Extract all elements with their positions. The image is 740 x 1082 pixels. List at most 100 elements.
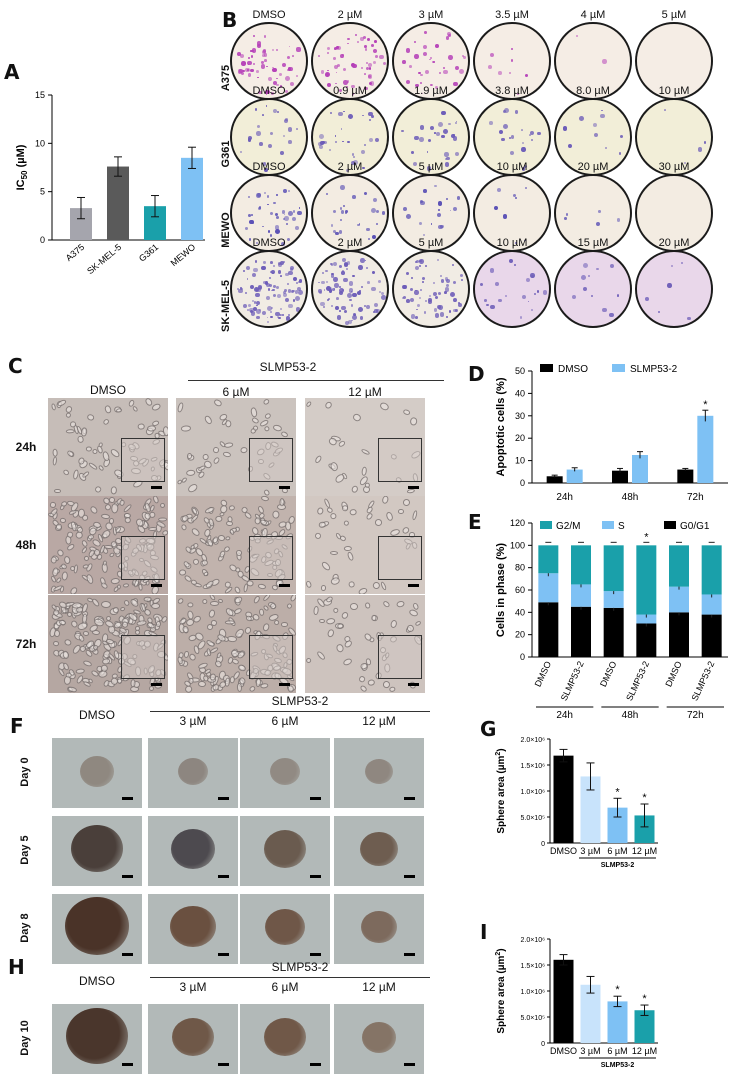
colony-dot — [493, 206, 499, 211]
scale-bar — [218, 875, 229, 878]
colony-dot — [318, 55, 321, 58]
column-label: 6 µM — [271, 980, 299, 994]
colony-dot — [364, 45, 368, 49]
colony-dot — [253, 301, 257, 304]
panel-letter-f: F — [10, 714, 24, 738]
colony-dot — [246, 278, 249, 280]
colony-dot — [510, 47, 513, 50]
colony-dot — [371, 207, 377, 213]
colony-dot — [421, 276, 425, 281]
colony-dot — [333, 277, 338, 283]
colony-dot — [445, 36, 450, 41]
colony-dot — [422, 51, 428, 57]
colony-dot — [576, 35, 579, 38]
colony-dot — [245, 67, 250, 73]
colony-dot — [429, 126, 434, 131]
colony-dot — [362, 114, 365, 117]
colony-dot — [290, 289, 295, 294]
colony-dot — [283, 290, 287, 294]
panel-b-colony-grid: A375 DMSO 2 µM 3 µM 3.5 µM 4 µM 5 µM G361 DMSO 0.… — [0, 0, 740, 345]
colony-dot — [254, 108, 258, 111]
y-tick-label: 40 — [515, 607, 525, 617]
colony-dot — [594, 132, 599, 138]
bar — [677, 469, 694, 483]
colony-dot — [253, 268, 258, 273]
colony-dot — [288, 139, 292, 144]
colony-dot — [374, 302, 379, 307]
colony-dot — [273, 81, 278, 86]
colony-dot — [334, 134, 337, 137]
colony-dot — [420, 73, 423, 77]
micrograph — [305, 595, 425, 693]
sphere-image — [52, 816, 142, 886]
colony-dot — [437, 305, 441, 310]
colony-dot — [402, 295, 406, 299]
colony-dish — [230, 250, 308, 328]
colony-dot — [330, 111, 332, 114]
colony-dot — [515, 242, 518, 245]
colony-dot — [697, 147, 703, 152]
colony-dot — [406, 272, 409, 275]
colony-dot — [287, 314, 290, 317]
colony-dot — [422, 281, 425, 284]
colony-dot — [298, 207, 301, 209]
colony-dot — [281, 62, 286, 67]
column-label: 6 µM — [222, 385, 250, 399]
colony-dot — [333, 209, 337, 214]
colony-dot — [328, 149, 332, 152]
concentration-label: 5 µM — [418, 237, 444, 249]
bar — [107, 166, 129, 240]
colony-dot — [444, 290, 448, 294]
colony-dot — [333, 64, 339, 69]
colony-dot — [531, 139, 534, 142]
colony-dot — [380, 294, 386, 300]
y-tick-label: 0 — [520, 652, 525, 662]
colony-dot — [333, 57, 336, 60]
colony-dot — [681, 261, 684, 265]
colony-dot — [444, 162, 449, 167]
colony-dot — [418, 71, 421, 75]
colony-dot — [409, 65, 413, 69]
colony-dot — [353, 156, 356, 159]
colony-dot — [318, 134, 324, 140]
colony-dot — [428, 297, 432, 302]
scale-bar — [404, 1063, 415, 1066]
colony-dot — [430, 223, 433, 226]
colony-dot — [320, 141, 324, 145]
concentration-label: 1.9 µM — [414, 85, 448, 97]
chart-d-apoptosis: 0 10 20 30 40 50 Apoptotic cells (%) DMSO SLMP53… — [495, 364, 728, 503]
colony-dot — [343, 204, 346, 207]
colony-dot — [444, 276, 449, 281]
colony-dot — [536, 290, 540, 294]
colony-dot — [494, 281, 499, 286]
row-label: 72h — [15, 637, 37, 651]
colony-dot — [287, 127, 293, 132]
colony-dot — [521, 147, 526, 152]
chart-e-cell-cycle: 0 20 40 60 80 100 120 Cells in phase (%) G2/M S G0… — [495, 518, 728, 720]
y-tick-label: 2.0×10⁶ — [521, 937, 546, 944]
colony-dot — [355, 34, 358, 37]
colony-dot — [257, 206, 262, 211]
colony-dot — [236, 288, 239, 291]
colony-dot — [375, 137, 380, 142]
colony-dot — [366, 62, 369, 65]
colony-dot — [486, 303, 489, 307]
concentration-label: DMSO — [252, 9, 286, 21]
colony-dot — [453, 207, 458, 212]
colony-dot — [272, 288, 275, 292]
colony-dot — [284, 297, 289, 303]
colony-dot — [265, 296, 270, 301]
sphere-image — [334, 738, 424, 808]
colony-dot — [424, 299, 427, 302]
colony-dot — [343, 110, 346, 113]
colony-dot — [272, 49, 275, 52]
column-label: 12 µM — [362, 980, 396, 994]
colony-dot — [276, 315, 279, 318]
y-tick-label: 120 — [510, 518, 525, 528]
colony-dot — [341, 270, 344, 273]
x-tick-label: 12 µM — [632, 1046, 657, 1056]
stacked-bar — [636, 614, 657, 624]
bar — [580, 776, 601, 843]
colony-dot — [261, 311, 266, 316]
sphere — [170, 906, 216, 948]
